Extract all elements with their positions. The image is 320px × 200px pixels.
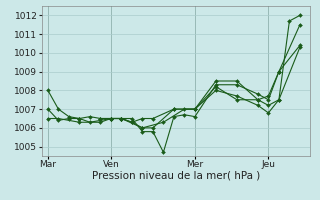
X-axis label: Pression niveau de la mer( hPa ): Pression niveau de la mer( hPa ) — [92, 171, 260, 181]
